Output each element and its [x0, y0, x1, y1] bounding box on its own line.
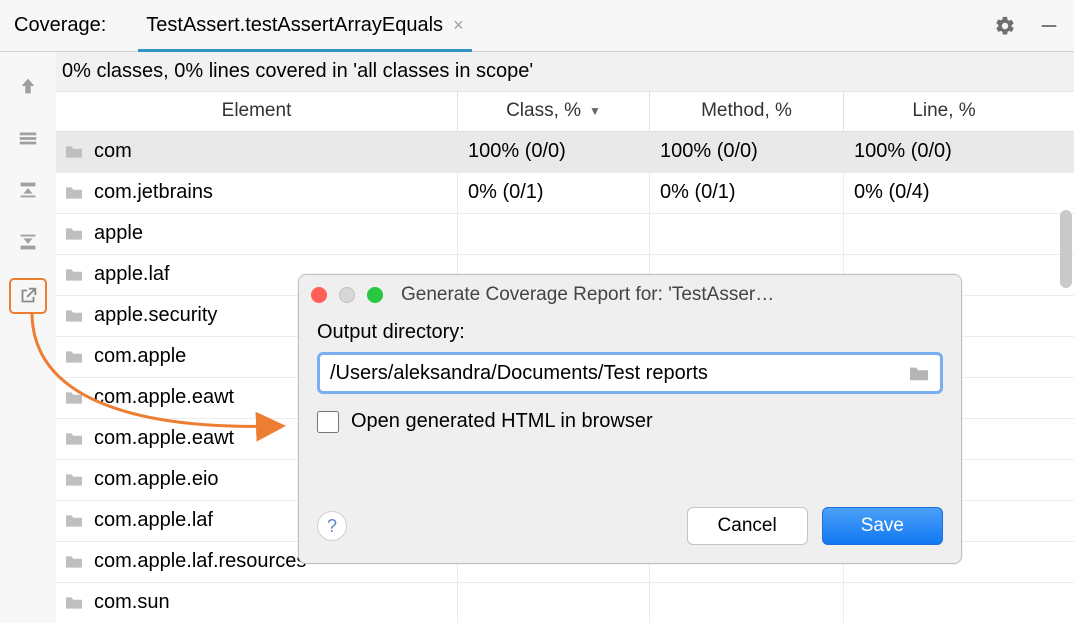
close-window-icon[interactable]	[311, 287, 327, 303]
minimize-icon[interactable]	[1038, 15, 1060, 37]
folder-icon	[64, 554, 84, 570]
cell-method: 100% (0/0)	[650, 132, 844, 172]
coverage-tab[interactable]: TestAssert.testAssertArrayEquals ×	[142, 0, 467, 51]
cell-class: 0% (0/1)	[458, 173, 650, 213]
cell-method	[650, 214, 844, 254]
column-header-method[interactable]: Method, %	[650, 92, 844, 131]
folder-icon	[64, 390, 84, 406]
cell-line	[844, 583, 1044, 623]
vertical-scrollbar[interactable]	[1060, 108, 1072, 623]
cell-method: 0% (0/1)	[650, 173, 844, 213]
folder-icon	[64, 349, 84, 365]
export-report-button[interactable]	[9, 278, 47, 314]
help-button[interactable]: ?	[317, 511, 347, 541]
zoom-window-icon[interactable]	[367, 287, 383, 303]
open-html-checkbox[interactable]	[317, 411, 339, 433]
cell-class	[458, 214, 650, 254]
left-toolbar	[0, 52, 56, 623]
folder-icon	[64, 513, 84, 529]
output-directory-label: Output directory:	[317, 321, 943, 344]
dialog-title: Generate Coverage Report for: 'TestAsser…	[401, 284, 949, 306]
cell-element: apple	[56, 214, 458, 254]
up-level-icon[interactable]	[12, 70, 44, 102]
window-controls[interactable]	[311, 287, 383, 303]
toolwindow-header: Coverage: TestAssert.testAssertArrayEqua…	[0, 0, 1074, 52]
folder-icon	[64, 472, 84, 488]
folder-icon	[64, 267, 84, 283]
cell-line: 0% (0/4)	[844, 173, 1044, 213]
cell-element: com	[56, 132, 458, 172]
toolwindow-title: Coverage:	[14, 14, 106, 37]
cancel-button[interactable]: Cancel	[687, 507, 808, 545]
cell-class: 100% (0/0)	[458, 132, 650, 172]
scroll-thumb[interactable]	[1060, 210, 1072, 288]
cell-line: 100% (0/0)	[844, 132, 1044, 172]
sort-indicator-icon: ▼	[589, 104, 601, 118]
generate-report-dialog: Generate Coverage Report for: 'TestAsser…	[298, 274, 962, 564]
tab-label: TestAssert.testAssertArrayEquals	[146, 14, 443, 37]
cell-element: com.jetbrains	[56, 173, 458, 213]
close-tab-icon[interactable]: ×	[453, 15, 464, 36]
table-header: Element Class, % ▼ Method, % Line, %	[56, 92, 1074, 132]
output-directory-field-wrap	[317, 352, 943, 394]
browse-folder-icon[interactable]	[908, 364, 930, 382]
table-row[interactable]: com.sun	[56, 583, 1074, 623]
collapse-icon[interactable]	[12, 226, 44, 258]
folder-icon	[64, 431, 84, 447]
dialog-titlebar[interactable]: Generate Coverage Report for: 'TestAsser…	[299, 275, 961, 315]
folder-icon	[64, 595, 84, 611]
table-row[interactable]: com.jetbrains0% (0/1)0% (0/1)0% (0/4)	[56, 173, 1074, 214]
minimize-window-icon	[339, 287, 355, 303]
table-row[interactable]: apple	[56, 214, 1074, 255]
folder-icon	[64, 144, 84, 160]
column-header-element[interactable]: Element	[56, 92, 458, 131]
column-header-class[interactable]: Class, % ▼	[458, 92, 650, 131]
folder-icon	[64, 308, 84, 324]
save-button[interactable]: Save	[822, 507, 943, 545]
open-html-label[interactable]: Open generated HTML in browser	[351, 410, 653, 433]
folder-icon	[64, 226, 84, 242]
folder-icon	[64, 185, 84, 201]
flatten-packages-icon[interactable]	[12, 122, 44, 154]
cell-method	[650, 583, 844, 623]
cell-class	[458, 583, 650, 623]
cell-line	[844, 214, 1044, 254]
coverage-summary: 0% classes, 0% lines covered in 'all cla…	[56, 52, 1074, 92]
column-header-line[interactable]: Line, %	[844, 92, 1044, 131]
table-row[interactable]: com100% (0/0)100% (0/0)100% (0/0)	[56, 132, 1074, 173]
expand-icon[interactable]	[12, 174, 44, 206]
cell-element: com.sun	[56, 583, 458, 623]
output-directory-input[interactable]	[330, 362, 908, 385]
gear-icon[interactable]	[994, 15, 1016, 37]
